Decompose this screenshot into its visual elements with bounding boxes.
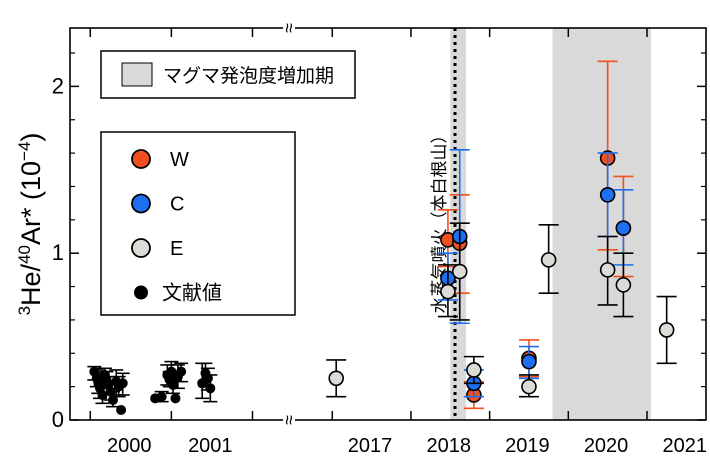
data-point	[328, 370, 345, 387]
data-point	[466, 362, 482, 378]
series	[326, 222, 677, 398]
data-point	[176, 366, 187, 377]
axis-break-gap	[283, 20, 295, 36]
data-point	[116, 404, 127, 415]
x-tick-label: 2017	[348, 435, 393, 457]
data-point	[521, 378, 537, 395]
axis-break-mark: ≈	[279, 23, 299, 33]
legend-period-label: マグマ発泡度増加期	[163, 65, 334, 87]
legend-marker	[131, 193, 151, 214]
x-tick-label: 2020	[584, 435, 629, 457]
data-series	[87, 60, 677, 415]
plot-frame	[69, 27, 707, 421]
legend-marker	[134, 285, 148, 300]
axis-break-mark: ≈	[279, 415, 299, 425]
legend-label: C	[170, 194, 184, 216]
y-tick-label: 1	[52, 240, 64, 265]
x-tick-label: 2018	[426, 435, 471, 457]
series	[87, 360, 218, 415]
data-point	[117, 378, 128, 389]
x-tick-label: 2021	[663, 435, 708, 457]
legend-label: W	[170, 149, 189, 171]
data-point	[205, 383, 216, 394]
y-axis-title-text: Ar* (10	[16, 161, 46, 245]
y-tick-label: 0	[52, 407, 64, 432]
y-axis-label: 3He/40Ar* (10−4)	[15, 133, 46, 316]
legend-label: E	[170, 238, 183, 260]
data-point	[107, 394, 118, 405]
data-point	[170, 393, 181, 404]
axis-break-gap	[283, 412, 295, 428]
y-axis-title: 3He/40Ar* (10−4)	[15, 133, 46, 316]
x-tick-label: 2000	[107, 435, 152, 457]
data-point	[97, 389, 108, 400]
data-point	[599, 262, 616, 278]
data-point	[156, 391, 167, 402]
shaded-period	[450, 28, 467, 420]
data-point	[521, 353, 537, 370]
x-tick-label: 2001	[188, 435, 233, 457]
legend-period-swatch	[121, 62, 153, 87]
y-axis-title-text: He/	[16, 263, 46, 306]
legend: マグマ発泡度増加期 W CE 文献値	[100, 50, 356, 316]
data-point	[615, 220, 632, 236]
data-point	[451, 263, 468, 280]
data-point	[599, 187, 616, 203]
legend-marker	[131, 238, 151, 258]
data-point	[168, 379, 179, 390]
y-axis-title-superscript: −4	[15, 142, 34, 161]
data-point	[658, 322, 675, 338]
x-tick-label: 2019	[505, 435, 550, 457]
y-axis-title-superscript: 40	[15, 245, 34, 264]
axes: 0 1 2 2000 2001 2017 2018 2019 2020 2021 ≈ ≈	[52, 20, 707, 457]
data-point	[540, 252, 557, 268]
y-axis-title-superscript: 3	[15, 306, 34, 315]
data-point	[615, 277, 632, 293]
y-tick-label: 2	[52, 73, 64, 98]
shaded-period	[552, 28, 651, 420]
legend-marker	[131, 149, 151, 169]
data-point	[440, 283, 456, 300]
y-axis-title-text: )	[16, 133, 46, 142]
legend-label: 文献値	[162, 282, 222, 305]
